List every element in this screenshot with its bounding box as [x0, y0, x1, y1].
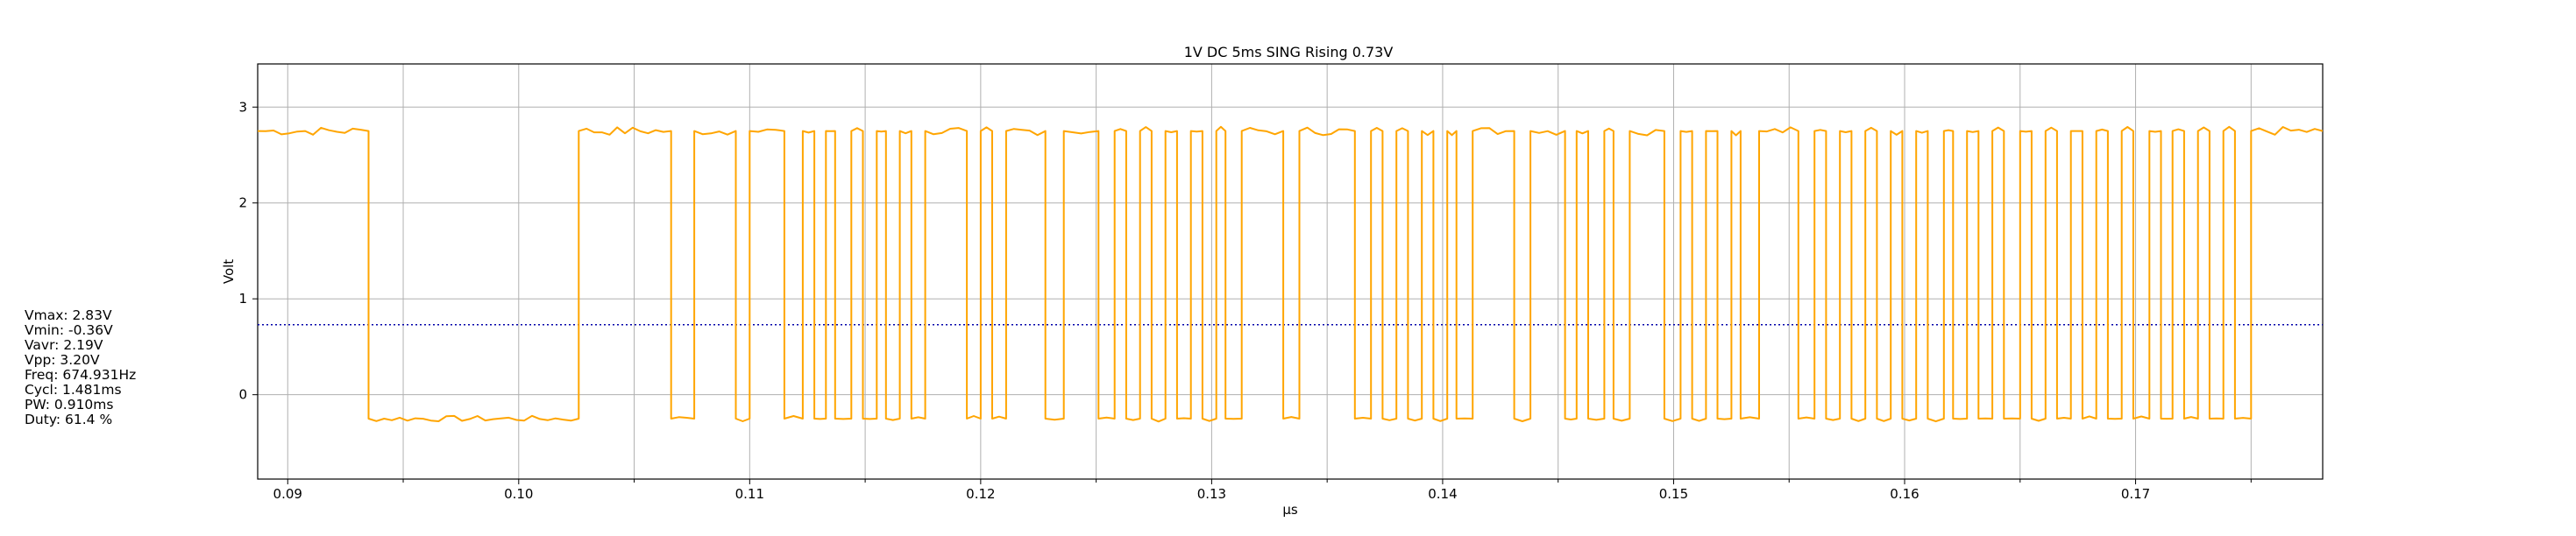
measurement-vmin: Vmin: -0.36V — [25, 323, 136, 338]
x-tick-label: 0.13 — [1197, 486, 1226, 502]
measurement-pw: PW: 0.910ms — [25, 398, 136, 413]
measurement-panel: Vmax: 2.83V Vmin: -0.36V Vavr: 2.19V Vpp… — [25, 308, 136, 427]
x-tick-label: 0.16 — [1890, 486, 1919, 502]
y-axis-label: Volt — [221, 259, 237, 284]
measurement-vmax: Vmax: 2.83V — [25, 308, 136, 323]
measurement-duty: Duty: 61.4 % — [25, 413, 136, 427]
y-tick-label: 0 — [238, 387, 247, 403]
x-tick-label: 0.14 — [1428, 486, 1457, 502]
x-axis-label: µs — [1282, 502, 1298, 518]
axis-ticks: 0.09 0.10 0.11 0.12 0.13 0.14 0.15 0.16 0.17 0 1 2 3 — [238, 99, 2251, 502]
x-tick-label: 0.12 — [966, 486, 995, 502]
traces — [258, 127, 2323, 422]
measurement-vpp: Vpp: 3.20V — [25, 353, 136, 368]
y-tick-label: 2 — [238, 195, 247, 211]
measurement-cycl: Cycl: 1.481ms — [25, 383, 136, 398]
y-tick-label: 1 — [238, 291, 247, 307]
x-tick-label: 0.10 — [504, 486, 533, 502]
x-tick-label: 0.15 — [1659, 486, 1688, 502]
signal-trace — [258, 127, 2323, 422]
measurement-freq: Freq: 674.931Hz — [25, 368, 136, 383]
chart-title: 1V DC 5ms SING Rising 0.73V — [1184, 44, 1394, 60]
measurement-vavr: Vavr: 2.19V — [25, 338, 136, 353]
x-tick-label: 0.11 — [735, 486, 764, 502]
x-tick-label: 0.09 — [273, 486, 302, 502]
y-tick-label: 3 — [238, 99, 247, 115]
x-tick-label: 0.17 — [2121, 486, 2150, 502]
